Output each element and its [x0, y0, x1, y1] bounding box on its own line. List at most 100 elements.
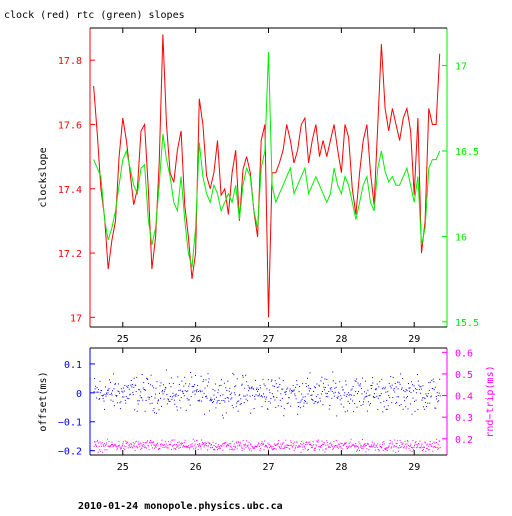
point-offset: [343, 394, 345, 396]
point-rnd-trip: [426, 444, 428, 446]
point-offset: [120, 388, 122, 390]
point-rnd-trip: [205, 444, 207, 446]
point-rnd-trip: [120, 447, 122, 449]
point-rnd-trip: [437, 448, 439, 450]
point-rnd-trip: [183, 442, 185, 444]
point-offset: [395, 386, 397, 388]
point-offset: [360, 383, 361, 385]
point-offset: [406, 397, 407, 399]
point-rnd-trip: [275, 448, 277, 450]
point-offset: [360, 405, 362, 406]
point-rnd-trip: [329, 443, 331, 445]
point-offset: [386, 408, 388, 410]
point-rnd-trip: [294, 441, 296, 443]
point-rnd-trip: [275, 444, 277, 446]
point-offset: [215, 396, 217, 398]
point-rnd-trip: [285, 447, 287, 448]
point-rnd-trip: [350, 446, 352, 448]
point-rnd-trip: [306, 441, 307, 443]
point-rnd-trip: [291, 444, 293, 446]
point-offset: [388, 395, 390, 397]
point-offset: [302, 382, 304, 384]
point-rnd-trip: [138, 441, 140, 443]
point-rnd-trip: [436, 446, 438, 448]
point-rnd-trip: [129, 446, 131, 448]
point-rnd-trip: [381, 446, 383, 448]
point-offset: [232, 372, 234, 374]
point-rnd-trip: [235, 446, 237, 448]
point-offset: [403, 396, 405, 398]
point-offset: [219, 395, 221, 397]
point-rnd-trip: [383, 443, 385, 445]
point-offset: [163, 391, 165, 393]
point-rnd-trip: [389, 443, 391, 445]
point-offset: [165, 387, 167, 389]
point-rnd-trip: [217, 444, 219, 446]
point-rnd-trip: [241, 449, 243, 451]
point-rnd-trip: [349, 441, 351, 443]
point-offset: [170, 386, 172, 388]
point-offset: [419, 392, 421, 394]
point-rnd-trip: [234, 445, 236, 447]
point-offset: [132, 394, 134, 396]
point-rnd-trip: [144, 442, 146, 444]
point-offset: [317, 394, 319, 396]
point-rnd-trip: [278, 440, 280, 441]
point-rnd-trip: [403, 447, 405, 449]
point-offset: [110, 399, 112, 401]
point-offset: [118, 392, 120, 394]
point-offset: [335, 382, 337, 384]
point-rnd-trip: [257, 445, 258, 447]
point-offset: [408, 387, 410, 389]
point-offset: [295, 398, 297, 400]
point-rnd-trip: [333, 441, 335, 443]
point-rnd-trip: [157, 442, 158, 444]
point-rnd-trip: [250, 444, 252, 446]
point-rnd-trip: [110, 444, 112, 446]
point-offset: [126, 385, 128, 387]
point-rnd-trip: [194, 440, 196, 442]
point-offset: [182, 391, 184, 393]
x-tick-label: 26: [190, 334, 202, 345]
y-tick-label: −0.2: [58, 447, 82, 458]
point-rnd-trip: [249, 449, 251, 451]
point-rnd-trip: [416, 444, 418, 445]
point-offset: [122, 387, 124, 389]
point-offset: [184, 390, 186, 392]
point-offset: [415, 392, 417, 394]
point-offset: [377, 397, 379, 399]
point-offset: [414, 400, 415, 402]
point-offset: [201, 400, 203, 402]
point-offset: [176, 409, 178, 411]
point-offset: [200, 391, 202, 393]
point-rnd-trip: [219, 447, 221, 449]
point-offset: [238, 395, 240, 397]
point-rnd-trip: [134, 450, 136, 452]
point-offset: [309, 390, 310, 392]
point-offset: [149, 403, 151, 405]
point-offset: [385, 408, 387, 410]
point-rnd-trip: [177, 445, 179, 447]
point-offset: [327, 384, 329, 386]
point-rnd-trip: [95, 443, 97, 445]
point-rnd-trip: [229, 448, 231, 450]
point-offset: [257, 390, 258, 392]
point-offset: [380, 393, 382, 395]
point-rnd-trip: [240, 445, 242, 447]
point-rnd-trip: [429, 443, 431, 445]
point-offset: [142, 399, 144, 401]
point-offset: [185, 409, 187, 411]
point-offset: [216, 400, 218, 402]
point-offset: [202, 396, 204, 398]
point-rnd-trip: [217, 445, 219, 447]
point-offset: [433, 381, 435, 383]
point-rnd-trip: [307, 441, 309, 443]
point-offset: [424, 402, 426, 404]
point-rnd-trip: [340, 447, 342, 449]
point-rnd-trip: [210, 444, 212, 446]
point-rnd-trip: [249, 447, 251, 449]
point-offset: [308, 385, 309, 387]
point-rnd-trip: [129, 447, 131, 448]
point-rnd-trip: [285, 439, 287, 441]
point-offset: [370, 388, 372, 389]
